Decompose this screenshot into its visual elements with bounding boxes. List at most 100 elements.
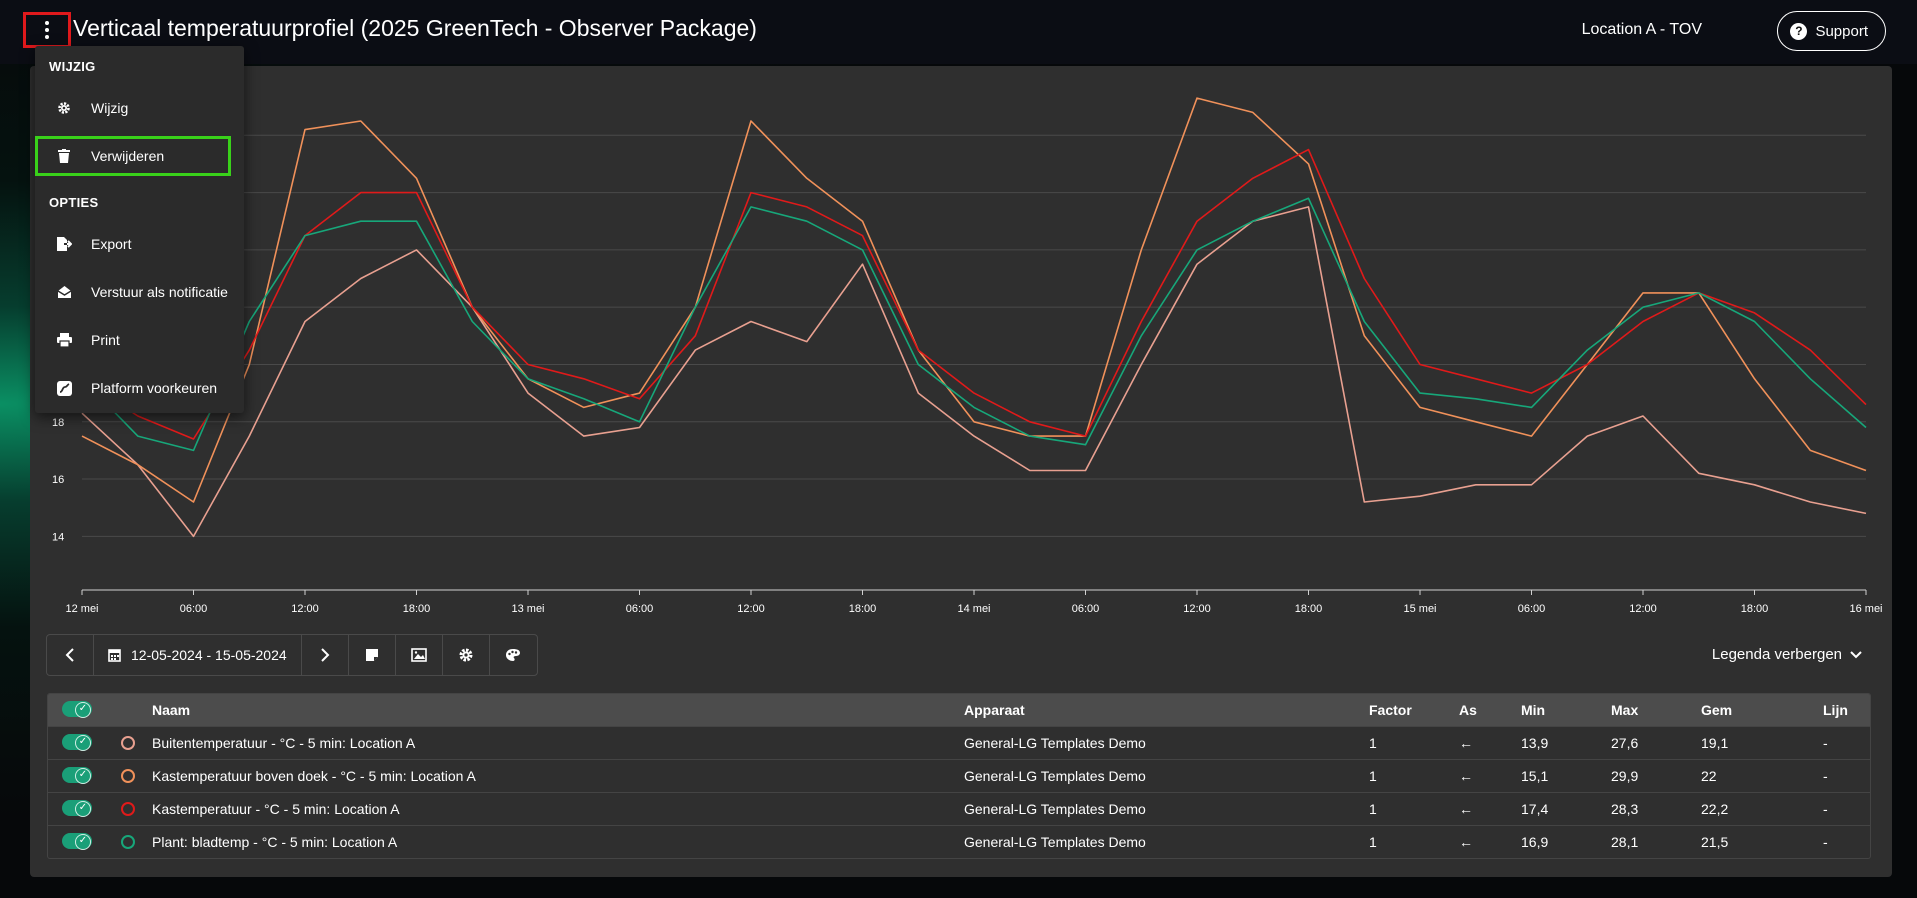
header-min: Min bbox=[1521, 702, 1546, 718]
chart-toolbar: 12-05-2024 - 15-05-2024 bbox=[46, 634, 538, 676]
header-max: Max bbox=[1611, 702, 1639, 718]
series-color-dot[interactable] bbox=[121, 802, 135, 816]
series-avg: 19,1 bbox=[1701, 735, 1729, 751]
x-tick-label: 06:00 bbox=[1072, 603, 1100, 615]
series-line[interactable]: - bbox=[1823, 801, 1828, 817]
menu-item-delete[interactable]: Verwijderen bbox=[35, 136, 231, 176]
trash-icon bbox=[55, 149, 73, 163]
legend-table: Naam Apparaat Factor As Min Max Gem Lijn… bbox=[47, 693, 1871, 859]
legend-header-row: Naam Apparaat Factor As Min Max Gem Lijn bbox=[48, 694, 1870, 726]
table-row: Plant: bladtemp - °C - 5 min: Location A… bbox=[48, 825, 1870, 858]
series-color-dot[interactable] bbox=[121, 835, 135, 849]
series-device: General-LG Templates Demo bbox=[964, 801, 1146, 817]
x-tick-label: 15 mei bbox=[1403, 603, 1436, 615]
series-device: General-LG Templates Demo bbox=[964, 834, 1146, 850]
series-toggle[interactable] bbox=[62, 766, 92, 784]
axis-arrow-icon[interactable]: ← bbox=[1459, 768, 1473, 784]
y-tick-label: 18 bbox=[52, 417, 64, 429]
axis-arrow-icon[interactable]: ← bbox=[1459, 834, 1473, 850]
image-button[interactable] bbox=[396, 635, 443, 675]
date-range-picker[interactable]: 12-05-2024 - 15-05-2024 bbox=[94, 635, 302, 675]
series-avg: 21,5 bbox=[1701, 834, 1729, 850]
menu-item-export-label: Export bbox=[91, 236, 132, 252]
series-line-2 bbox=[81, 148, 1867, 440]
location-label: Location A - TOV bbox=[1581, 21, 1702, 38]
axis-arrow-icon[interactable]: ← bbox=[1459, 801, 1473, 817]
series-min: 17,4 bbox=[1521, 801, 1549, 817]
support-button[interactable]: ? Support bbox=[1777, 11, 1886, 51]
y-tick-label: 14 bbox=[52, 531, 64, 543]
series-device: General-LG Templates Demo bbox=[964, 768, 1146, 784]
menu-item-preferences[interactable]: Platform voorkeuren bbox=[35, 368, 244, 408]
series-line[interactable]: - bbox=[1823, 735, 1828, 751]
series-color-dot[interactable] bbox=[121, 736, 135, 750]
series-max: 28,1 bbox=[1611, 834, 1639, 850]
menu-section-options: OPTIES bbox=[49, 195, 99, 210]
table-row: Buitentemperatuur - °C - 5 min: Location… bbox=[48, 726, 1870, 759]
menu-item-edit-label: Wijzig bbox=[91, 100, 129, 116]
series-toggle[interactable] bbox=[62, 799, 92, 817]
series-name: Buitentemperatuur - °C - 5 min: Location… bbox=[152, 735, 416, 751]
chart-panel: 14 16 18 12 mei 06:00 12:00 18:00 13 mei 06:00 12… bbox=[30, 66, 1892, 877]
menu-item-print[interactable]: Print bbox=[35, 320, 244, 360]
chevron-left-icon bbox=[65, 648, 74, 662]
next-period-button[interactable] bbox=[302, 635, 349, 675]
series-avg: 22 bbox=[1701, 768, 1717, 784]
note-icon bbox=[365, 649, 378, 661]
help-icon: ? bbox=[1790, 22, 1808, 40]
series-name: Kastemperatuur - °C - 5 min: Location A bbox=[152, 801, 400, 817]
series-line[interactable]: - bbox=[1823, 834, 1828, 850]
x-tick-label: 06:00 bbox=[1518, 603, 1546, 615]
support-label: Support bbox=[1815, 22, 1868, 40]
x-tick-label: 13 mei bbox=[511, 603, 544, 615]
top-bar: Verticaal temperatuurprofiel (2025 Green… bbox=[0, 0, 1917, 64]
series-max: 27,6 bbox=[1611, 735, 1639, 751]
series-max: 28,3 bbox=[1611, 801, 1639, 817]
more-options-button[interactable] bbox=[23, 12, 71, 48]
series-device: General-LG Templates Demo bbox=[964, 735, 1146, 751]
options-menu: WIJZIG Wijzig Verwijderen OPTIES Export … bbox=[35, 46, 244, 413]
line-chart[interactable]: 14 16 18 12 mei 06:00 12:00 18:00 13 mei 06:00 12… bbox=[30, 66, 1892, 626]
x-tick-label: 18:00 bbox=[403, 603, 431, 615]
menu-section-edit: WIJZIG bbox=[49, 59, 96, 74]
image-icon bbox=[410, 648, 427, 662]
header-device: Apparaat bbox=[964, 702, 1025, 718]
series-toggle[interactable] bbox=[62, 733, 92, 751]
menu-item-preferences-label: Platform voorkeuren bbox=[91, 380, 218, 396]
series-factor: 1 bbox=[1369, 735, 1377, 751]
menu-item-notify[interactable]: Verstuur als notificatie bbox=[35, 272, 244, 312]
legend-toggle-label: Legenda verbergen bbox=[1711, 646, 1842, 663]
menu-item-print-label: Print bbox=[91, 332, 120, 348]
menu-item-edit[interactable]: Wijzig bbox=[35, 88, 244, 128]
calendar-icon bbox=[108, 649, 121, 662]
series-color-dot[interactable] bbox=[121, 769, 135, 783]
previous-period-button[interactable] bbox=[47, 635, 94, 675]
header-avg: Gem bbox=[1701, 702, 1733, 718]
palette-button[interactable] bbox=[490, 635, 537, 675]
series-min: 16,9 bbox=[1521, 834, 1549, 850]
x-tick-label: 12:00 bbox=[1629, 603, 1657, 615]
series-line[interactable]: - bbox=[1823, 768, 1828, 784]
date-range-label: 12-05-2024 - 15-05-2024 bbox=[131, 647, 287, 663]
note-button[interactable] bbox=[349, 635, 396, 675]
settings-button[interactable] bbox=[443, 635, 490, 675]
gear-icon bbox=[459, 648, 473, 662]
series-toggle[interactable] bbox=[62, 832, 92, 850]
series-name: Kastemperatuur boven doek - °C - 5 min: … bbox=[152, 768, 476, 784]
table-row: Kastemperatuur - °C - 5 min: Location A … bbox=[48, 792, 1870, 825]
x-tick-label: 14 mei bbox=[957, 603, 990, 615]
x-tick-label: 12 mei bbox=[65, 603, 98, 615]
envelope-open-icon bbox=[55, 285, 73, 299]
series-line-0 bbox=[81, 206, 1867, 538]
axis-arrow-icon[interactable]: ← bbox=[1459, 735, 1473, 751]
menu-item-export[interactable]: Export bbox=[35, 224, 244, 264]
export-icon bbox=[55, 237, 73, 251]
preferences-icon bbox=[55, 380, 73, 396]
header-axis: As bbox=[1459, 702, 1477, 718]
legend-toggle[interactable]: Legenda verbergen bbox=[1712, 646, 1862, 663]
series-factor: 1 bbox=[1369, 768, 1377, 784]
toggle-all-switch[interactable] bbox=[62, 700, 92, 718]
printer-icon bbox=[55, 333, 73, 347]
x-tick-label: 12:00 bbox=[291, 603, 319, 615]
gear-icon bbox=[55, 101, 73, 115]
